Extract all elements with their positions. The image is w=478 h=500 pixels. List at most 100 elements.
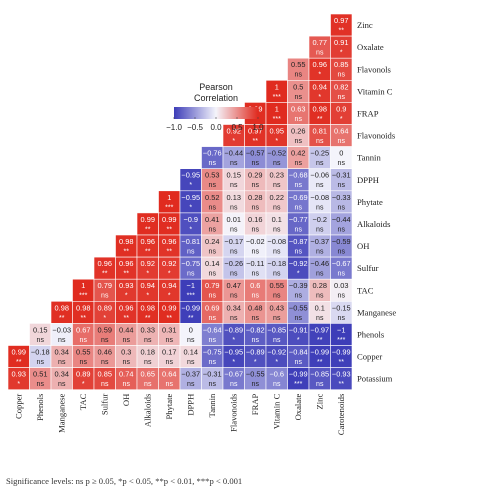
cell-significance-label: ns — [252, 182, 260, 189]
cell-value-label: −0.6 — [269, 370, 284, 379]
cell-value-label: −0.84 — [289, 348, 308, 357]
cell-value-label: 0.34 — [55, 370, 69, 379]
cell-significance-label: ns — [273, 271, 281, 278]
cell-significance-label: ns — [101, 381, 109, 388]
cell-significance-label: ** — [167, 249, 173, 256]
cell-significance-label: ns — [101, 359, 109, 366]
cell-significance-label: ns — [338, 315, 346, 322]
cell-significance-label: ** — [167, 315, 173, 322]
cell-significance-label: ns — [338, 204, 346, 211]
cell-significance-label: ns — [316, 381, 324, 388]
cell-significance-label: ns — [230, 381, 238, 388]
cell-significance-label: * — [318, 72, 321, 79]
cell-significance-label: ns — [209, 249, 217, 256]
cell-significance-label: ns — [123, 337, 131, 344]
cell-significance-label: ** — [339, 381, 345, 388]
column-label: Zinc — [315, 394, 325, 410]
row-label: Vitamin C — [357, 86, 393, 96]
cell-significance-label: ns — [166, 337, 174, 344]
cell-value-label: 0.91 — [334, 38, 348, 47]
cell-value-label: −0.85 — [310, 370, 329, 379]
cell-significance-label: * — [168, 271, 171, 278]
cell-significance-label: ** — [124, 271, 130, 278]
cell-significance-label: ** — [81, 315, 87, 322]
cell-value-label: 0.77 — [313, 38, 327, 47]
cell-significance-label: ns — [58, 381, 66, 388]
cell-value-label: 0.96 — [119, 259, 133, 268]
cell-significance-label: ns — [230, 204, 238, 211]
cell-significance-label: *** — [79, 293, 87, 300]
cell-significance-label: ns — [101, 337, 109, 344]
legend-tick-label: −1.0 — [166, 123, 182, 132]
cell-value-label: 0.48 — [248, 303, 262, 312]
cell-value-label: 0.1 — [272, 215, 282, 224]
cell-value-label: −1 — [337, 325, 345, 334]
cell-value-label: 0.94 — [313, 82, 327, 91]
cell-value-label: −0.93 — [332, 370, 351, 379]
cell-value-label: −0.59 — [332, 237, 351, 246]
cell-significance-label: ns — [166, 359, 174, 366]
cell-value-label: −0.92 — [267, 348, 286, 357]
cell-value-label: 0.99 — [162, 215, 176, 224]
cell-value-label: −0.9 — [183, 215, 198, 224]
cell-significance-label: ns — [230, 226, 238, 233]
cell-significance-label: ns — [295, 359, 303, 366]
row-label: Zinc — [357, 20, 373, 30]
row-label: Potassium — [357, 374, 393, 384]
cell-significance-label: ** — [16, 359, 22, 366]
cell-significance-label: ns — [273, 160, 281, 167]
cell-value-label: 0.98 — [55, 303, 69, 312]
cell-value-label: 0.46 — [98, 348, 112, 357]
column-label: Vitamin C — [272, 393, 282, 429]
cell-significance-label: ns — [316, 271, 324, 278]
cell-value-label: 0.34 — [227, 303, 241, 312]
cell-significance-label: ns — [295, 138, 303, 145]
cell-value-label: 0.55 — [291, 60, 305, 69]
cell-value-label: 0.53 — [205, 171, 219, 180]
cell-significance-label: ns — [338, 182, 346, 189]
cell-value-label: 0 — [189, 325, 193, 334]
cell-value-label: −0.15 — [332, 303, 351, 312]
column-label: Flavonoids — [229, 393, 239, 432]
cell-significance-label: ns — [187, 271, 195, 278]
cell-value-label: 0.28 — [248, 193, 262, 202]
cell-value-label: 0.44 — [119, 325, 133, 334]
cell-value-label: 0.97 — [248, 127, 262, 136]
cell-significance-label: ns — [209, 160, 217, 167]
cell-significance-label: *** — [273, 94, 281, 101]
cell-significance-label: * — [275, 359, 278, 366]
cell-value-label: 0.29 — [248, 171, 262, 180]
cell-value-label: 0.85 — [334, 60, 348, 69]
cell-significance-label: * — [82, 381, 85, 388]
cell-significance-label: ns — [209, 359, 217, 366]
cell-value-label: −0.55 — [289, 303, 308, 312]
cell-significance-label: * — [340, 50, 343, 57]
cell-significance-label: ns — [123, 381, 131, 388]
cell-value-label: −0.87 — [289, 237, 308, 246]
cell-significance-label: * — [103, 315, 106, 322]
cell-value-label: 0.85 — [98, 370, 112, 379]
row-label: Phenols — [357, 329, 385, 339]
cell-significance-label: * — [189, 226, 192, 233]
cell-value-label: 0.98 — [76, 303, 90, 312]
cell-significance-label: ** — [188, 315, 194, 322]
cell-value-label: −0.92 — [289, 259, 308, 268]
column-label: Phytate — [164, 394, 174, 420]
cell-significance-label: ns — [58, 337, 66, 344]
cell-value-label: 0.41 — [205, 215, 219, 224]
cell-significance-label: ns — [252, 204, 260, 211]
cell-value-label: 0.5 — [293, 82, 303, 91]
cell-value-label: 0.82 — [334, 82, 348, 91]
cell-significance-label: ns — [338, 249, 346, 256]
cell-value-label: 0.33 — [141, 325, 155, 334]
legend-tick-label: 1.0 — [252, 123, 264, 132]
cell-significance-label: ns — [252, 249, 260, 256]
cell-significance-label: ns — [209, 226, 217, 233]
cell-value-label: 0.64 — [334, 127, 348, 136]
cell-value-label: 0.99 — [12, 348, 26, 357]
row-label: Flavonols — [357, 64, 392, 74]
cell-significance-label: ** — [317, 359, 323, 366]
legend-colorbar — [174, 107, 258, 119]
cell-value-label: 0.51 — [33, 370, 47, 379]
row-label: TAC — [357, 285, 374, 295]
